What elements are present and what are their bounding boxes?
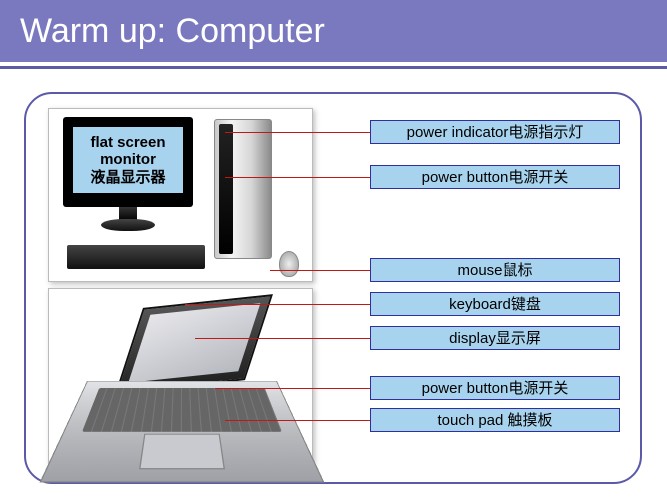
leader-line <box>225 132 370 133</box>
leader-line <box>225 177 370 178</box>
laptop-touchpad-icon <box>139 434 226 470</box>
monitor-label-line1: flat screen <box>90 134 165 151</box>
part-label: keyboard键盘 <box>370 292 620 316</box>
part-label: power button电源开关 <box>370 376 620 400</box>
diagram-area: flat screen monitor 液晶显示器 <box>48 108 313 468</box>
part-label: display显示屏 <box>370 326 620 350</box>
leader-line <box>215 388 370 389</box>
part-label: mouse鼠标 <box>370 258 620 282</box>
monitor-screen-label: flat screen monitor 液晶显示器 <box>71 125 185 195</box>
part-label: touch pad 触摸板 <box>370 408 620 432</box>
keyboard-icon <box>67 245 205 269</box>
tower-front-icon <box>219 124 233 254</box>
laptop-panel <box>48 288 313 466</box>
slide-title: Warm up: Computer <box>20 12 325 51</box>
part-label: power button电源开关 <box>370 165 620 189</box>
leader-line <box>185 304 370 305</box>
desktop-panel: flat screen monitor 液晶显示器 <box>48 108 313 282</box>
part-label: power indicator电源指示灯 <box>370 120 620 144</box>
monitor-label-line3: 液晶显示器 <box>90 169 165 186</box>
leader-line <box>225 420 370 421</box>
laptop-keyboard-icon <box>82 388 282 432</box>
laptop-display-icon <box>128 303 260 383</box>
tower-icon <box>214 119 272 259</box>
accent-line <box>0 66 667 69</box>
title-bar: Warm up: Computer <box>0 0 667 62</box>
mouse-icon <box>279 251 299 277</box>
laptop-screen-icon <box>115 294 273 394</box>
leader-line <box>195 338 370 339</box>
monitor-icon: flat screen monitor 液晶显示器 <box>63 117 193 207</box>
monitor-base-icon <box>101 219 155 231</box>
leader-line <box>270 270 370 271</box>
laptop-base-icon <box>39 381 324 483</box>
monitor-label-line2: monitor <box>100 151 156 168</box>
